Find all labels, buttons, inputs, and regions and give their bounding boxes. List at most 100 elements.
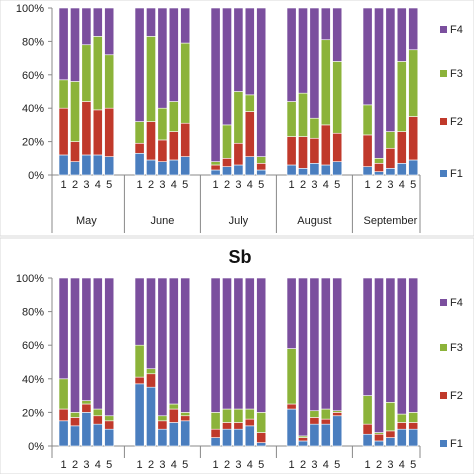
- bar-segment-f3: [146, 368, 156, 375]
- bar-segment-f4: [286, 277, 297, 349]
- x-tick-label: 2: [300, 179, 306, 191]
- x-tick-label: 3: [83, 179, 89, 191]
- bar-segment-f2: [104, 420, 115, 430]
- bar-segment-f1: [332, 415, 343, 447]
- x-tick-label: 1: [289, 179, 295, 191]
- bar-segment-f2: [222, 422, 232, 430]
- bar-segment-f2: [233, 422, 244, 430]
- bar-segment-f4: [146, 7, 156, 37]
- x-tick-label: 5: [334, 459, 340, 471]
- bar-segment-f1: [244, 156, 255, 176]
- x-tick-label: 2: [72, 459, 78, 471]
- bar-segment-f1: [374, 171, 384, 176]
- bar-segment-f4: [309, 7, 320, 119]
- bar-segment-f4: [385, 7, 396, 132]
- group-label: September: [363, 215, 417, 227]
- bar-segment-f2: [180, 122, 191, 157]
- bar-segment-f2: [222, 158, 232, 167]
- bar-segment-f3: [210, 161, 221, 166]
- legend-swatch-f1: [440, 440, 447, 447]
- x-tick-label: 1: [213, 459, 219, 471]
- x-tick-label: 4: [171, 459, 177, 471]
- bar-segment-f2: [332, 412, 343, 417]
- bar-segment-f3: [58, 79, 69, 109]
- bar-segment-f1: [104, 156, 115, 176]
- bar-segment-f1: [81, 412, 92, 447]
- bar-segment-f3: [320, 39, 331, 126]
- bar-segment-f3: [70, 81, 80, 142]
- bar-segment-f4: [385, 277, 396, 403]
- bar-segment-f4: [408, 277, 419, 413]
- bar-segment-f2: [157, 420, 168, 430]
- y-tick-label: 60%: [22, 340, 44, 352]
- bar-segment-f2: [134, 142, 145, 154]
- legend-swatch-f3: [440, 70, 447, 77]
- bar-segment-f1: [332, 161, 343, 176]
- bar-segment-f2: [396, 131, 407, 164]
- bar-segment-f1: [222, 428, 232, 447]
- legend-swatch-f4: [440, 299, 447, 306]
- x-tick-label: 5: [106, 459, 112, 471]
- legend-label-f1: F1: [450, 168, 463, 180]
- bar-segment-f4: [146, 277, 156, 370]
- group-label: May: [76, 215, 97, 227]
- x-tick-label: 2: [72, 179, 78, 191]
- bar-segment-f4: [244, 7, 255, 96]
- bar-segment-f1: [146, 386, 156, 447]
- legend-swatch-f2: [440, 118, 447, 125]
- bar-segment-f4: [362, 277, 373, 396]
- bar-segment-f4: [104, 7, 115, 56]
- x-tick-label: 3: [387, 459, 393, 471]
- x-tick-label: 5: [106, 179, 112, 191]
- bar-segment-f2: [146, 121, 156, 161]
- bar-segment-f3: [244, 94, 255, 112]
- bar-segment-f1: [385, 168, 396, 176]
- bar-segment-f4: [320, 277, 331, 410]
- bar-segment-f1: [298, 168, 308, 176]
- legend-swatch-f2: [440, 392, 447, 399]
- bar-segment-f3: [104, 415, 115, 422]
- bar-segment-f2: [168, 131, 179, 161]
- bar-segment-f4: [104, 277, 115, 417]
- bar-segment-f2: [309, 417, 320, 425]
- x-tick-label: 1: [213, 179, 219, 191]
- bar-segment-f4: [180, 7, 191, 44]
- bar-segment-f1: [70, 425, 80, 447]
- bar-segment-f4: [320, 7, 331, 41]
- bar-segment-f3: [309, 117, 320, 139]
- chart-panel-bottom: 0%20%40%60%80%100%1 2 3 4 5 1 2 3 4 5 1 2 3 4 5 1 2 3 4 5 1 2…: [16, 273, 463, 471]
- bar-segment-f1: [362, 433, 373, 447]
- bar-segment-f4: [309, 277, 320, 412]
- bar-segment-f1: [146, 159, 156, 176]
- bar-segment-f4: [256, 7, 267, 157]
- legend-label-f4: F4: [450, 24, 463, 36]
- x-tick-label: 1: [61, 459, 67, 471]
- bar-segment-f3: [362, 395, 373, 425]
- x-tick-label: 1: [289, 459, 295, 471]
- x-tick-label: 4: [171, 179, 177, 191]
- bar-segment-f4: [70, 277, 80, 413]
- x-tick-label: 4: [323, 459, 329, 471]
- bar-segment-f2: [70, 141, 80, 162]
- bar-segment-f4: [286, 7, 297, 102]
- y-tick-label: 60%: [22, 70, 44, 82]
- bar-segment-f3: [309, 410, 320, 418]
- bar-segment-f4: [298, 277, 308, 437]
- bar-segment-f2: [320, 124, 331, 166]
- legend-label-f3: F3: [450, 342, 463, 354]
- bar-segment-f4: [332, 277, 343, 412]
- bar-segment-f1: [168, 422, 179, 447]
- x-tick-label: 1: [365, 459, 371, 471]
- bar-segment-f1: [362, 166, 373, 176]
- bar-segment-f2: [92, 415, 103, 425]
- bar-segment-f2: [362, 134, 373, 167]
- bar-segment-f3: [180, 42, 191, 124]
- bar-segment-f1: [320, 164, 331, 176]
- bar-segment-f1: [244, 425, 255, 447]
- bar-segment-f1: [408, 428, 419, 447]
- bar-segment-f3: [256, 156, 267, 164]
- bar-segment-f1: [81, 154, 92, 176]
- bar-segment-f3: [168, 403, 179, 410]
- bar-segment-f4: [233, 7, 244, 92]
